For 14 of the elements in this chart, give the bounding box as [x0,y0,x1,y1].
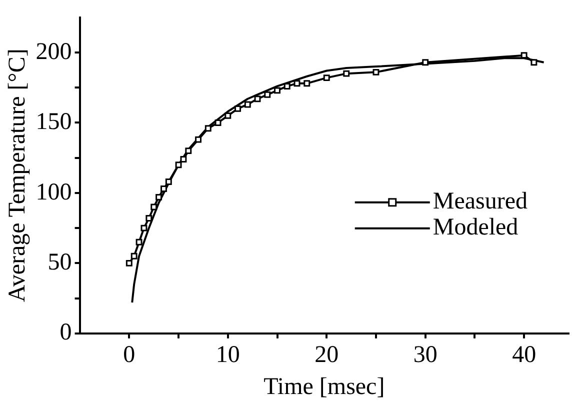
x-axis-title: Time [msec] [264,374,385,400]
y-axis-title: Average Temperature [°C] [4,48,31,302]
y-tick-label: 100 [36,179,72,206]
y-tick-label: 150 [36,109,72,136]
y-tick-label: 50 [48,249,72,276]
x-tick-label: 40 [512,342,536,368]
legend-label: Modeled [432,214,518,241]
y-tick-label: 200 [36,38,72,65]
y-tick-label: 0 [60,320,72,346]
legend-label: Measured [432,188,528,215]
x-tick-label: 10 [216,342,240,368]
x-tick-label: 20 [314,342,339,368]
x-tick-label: 30 [413,342,438,368]
x-tick-label: 0 [123,342,136,368]
